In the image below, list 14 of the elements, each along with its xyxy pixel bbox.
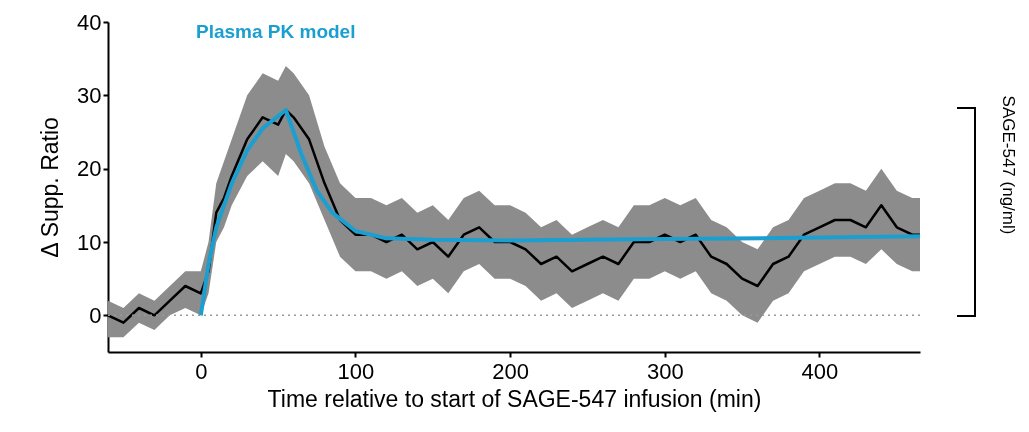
y-axis-title: Δ Supp. Ratio: [37, 117, 64, 258]
x-tick-label: 200: [492, 358, 529, 384]
y-tick-label: 30: [77, 82, 102, 108]
text: Plasma PK model: [196, 21, 356, 42]
y-tick-label: 40: [77, 9, 102, 35]
x-tick-label: 300: [646, 358, 684, 384]
y2-axis-title: SAGE-547 (ng/ml): [999, 95, 1018, 235]
y-tick-label: 0: [89, 302, 102, 328]
x-axis-title: Time relative to start of SAGE-547 infusion (min): [267, 385, 762, 412]
y-tick-label: 10: [77, 229, 102, 255]
y-tick-label: 20: [77, 156, 102, 182]
x-tick-label: 100: [337, 358, 375, 384]
x-tick-label: 400: [801, 358, 839, 384]
x-tick-label: 0: [195, 358, 208, 384]
